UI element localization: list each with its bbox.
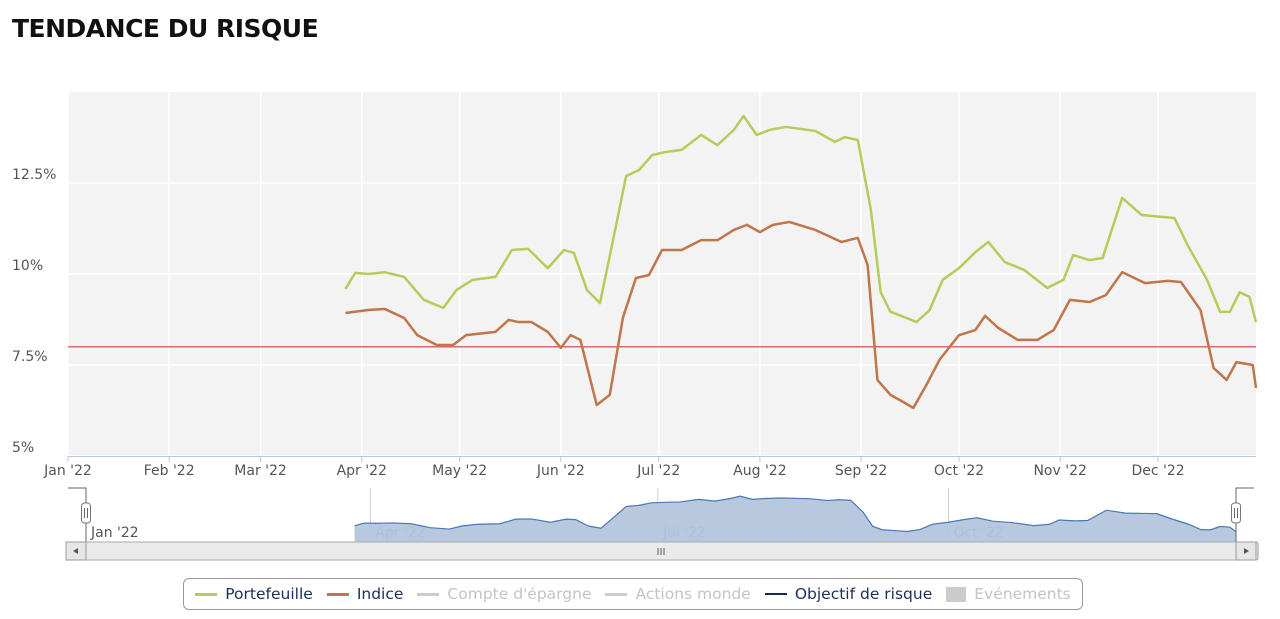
arrow-left-icon bbox=[73, 548, 78, 554]
legend-label: Compte d'épargne bbox=[447, 585, 592, 603]
series-line bbox=[345, 220, 1258, 410]
arrow-right-icon bbox=[1244, 548, 1249, 554]
legend-label: Objectif de risque bbox=[794, 585, 933, 603]
x-tick-label: Jul '22 bbox=[636, 463, 680, 479]
navigator-handle-right[interactable] bbox=[1231, 502, 1241, 524]
legend-box-symbol-icon bbox=[946, 586, 967, 602]
x-tick-label: Jun '22 bbox=[536, 463, 585, 479]
y-tick-label: 10% bbox=[12, 258, 43, 274]
grip-icon bbox=[1234, 508, 1238, 518]
series-line bbox=[344, 114, 1258, 324]
legend-line-symbol-icon bbox=[195, 592, 218, 596]
navigator-tick-label: Jan '22 bbox=[90, 525, 139, 541]
x-tick-label: Apr '22 bbox=[337, 463, 387, 479]
legend-item-portefeuille[interactable]: Portefeuille bbox=[195, 585, 313, 603]
x-tick-label: Oct '22 bbox=[934, 463, 984, 479]
grip-icon bbox=[84, 508, 88, 518]
scrollbar-grip-icon bbox=[657, 548, 665, 555]
x-tick-label: Mar '22 bbox=[234, 463, 287, 479]
x-tick-label: Sep '22 bbox=[835, 463, 888, 479]
x-tick-label: Aug '22 bbox=[733, 463, 786, 479]
legend-line-symbol-icon bbox=[326, 592, 349, 596]
legend-label: Evénements bbox=[974, 585, 1071, 603]
series-portefeuille bbox=[344, 114, 1258, 324]
legend-label: Actions monde bbox=[635, 585, 751, 603]
legend-line-symbol-icon bbox=[417, 592, 440, 596]
x-tick-label: Nov '22 bbox=[1033, 463, 1086, 479]
x-tick-label: Jan '22 bbox=[43, 463, 92, 479]
legend-item-evénements[interactable]: Evénements bbox=[946, 585, 1071, 603]
legend-line-symbol-icon bbox=[605, 592, 628, 596]
navigator-line bbox=[354, 495, 1237, 533]
legend-line-symbol-icon bbox=[764, 593, 787, 595]
navigator-outline bbox=[68, 487, 1254, 542]
legend-label: Portefeuille bbox=[225, 585, 313, 603]
risk-trend-chart: 5% 7.5% 10% 12.5% Jan '22 Feb '22 Mar '22 Apr '… bbox=[12, 92, 1259, 561]
y-tick-label: 12.5% bbox=[12, 167, 56, 183]
x-tick-label: May '22 bbox=[432, 463, 487, 479]
legend-label: Indice bbox=[356, 585, 404, 603]
x-tick-label: Dec '22 bbox=[1131, 463, 1184, 479]
legend: Portefeuille Indice Compte d'épargne Action… bbox=[183, 578, 1083, 610]
legend-item-objectif-de-risque[interactable]: Objectif de risque bbox=[764, 585, 933, 603]
navigator-area bbox=[354, 496, 1236, 542]
legend-item-compte-d-épargne[interactable]: Compte d'épargne bbox=[417, 585, 591, 603]
x-tick-label: Feb '22 bbox=[144, 463, 195, 479]
y-tick-label: 5% bbox=[12, 440, 34, 456]
series-indice bbox=[345, 220, 1258, 410]
chart-title: TENDANCE DU RISQUE bbox=[12, 14, 319, 43]
navigator-handle-left[interactable] bbox=[81, 502, 91, 524]
y-tick-label: 7.5% bbox=[12, 349, 48, 365]
legend-item-indice[interactable]: Indice bbox=[326, 585, 404, 603]
legend-item-actions-monde[interactable]: Actions monde bbox=[605, 585, 751, 603]
